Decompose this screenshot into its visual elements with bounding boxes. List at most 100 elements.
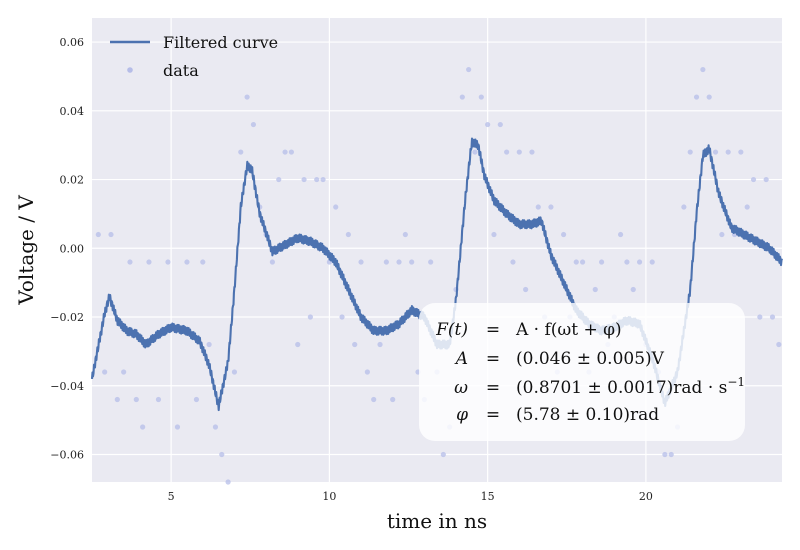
data-point <box>744 204 750 210</box>
data-point <box>184 259 190 265</box>
data-point <box>630 286 636 293</box>
y-tick-label: 0.00 <box>60 242 85 255</box>
fit-result-background <box>419 303 745 441</box>
data-point <box>725 149 731 155</box>
data-point <box>706 94 712 100</box>
data-point <box>617 231 624 238</box>
data-point <box>561 231 567 238</box>
fit-rhs: (0.046 ± 0.005)V <box>516 349 665 369</box>
data-point <box>649 259 655 265</box>
data-point <box>282 149 288 155</box>
data-point <box>383 259 389 265</box>
data-point <box>174 424 181 430</box>
data-point <box>769 314 776 320</box>
data-point <box>146 259 152 265</box>
data-point <box>681 204 687 210</box>
data-point <box>497 121 503 128</box>
fit-lhs: F(t) <box>435 320 468 340</box>
legend-label-data: data <box>163 61 199 80</box>
x-tick-label: 15 <box>481 490 495 503</box>
y-tick-label: −0.06 <box>50 449 84 462</box>
data-point <box>466 66 472 73</box>
y-tick-label: 0.02 <box>60 174 85 187</box>
data-point <box>624 259 630 265</box>
y-tick-label: 0.04 <box>60 105 85 118</box>
fit-equals: = <box>486 349 500 369</box>
fit-rhs: A · f(ωt + φ) <box>515 320 622 340</box>
data-point <box>352 341 358 348</box>
data-point <box>314 176 320 183</box>
x-tick-label: 10 <box>322 490 336 503</box>
data-point <box>535 204 541 210</box>
data-point <box>140 424 146 430</box>
data-point <box>636 259 643 265</box>
legend-label-curve: Filtered curve <box>163 33 278 52</box>
data-point <box>548 204 554 210</box>
data-point <box>598 259 605 265</box>
y-tick-label: −0.02 <box>50 311 84 324</box>
data-point <box>133 396 139 403</box>
y-tick-label: 0.06 <box>60 36 85 49</box>
data-point <box>757 314 763 320</box>
fit-lhs: A <box>454 349 468 369</box>
data-point <box>238 149 244 155</box>
data-point <box>339 314 345 320</box>
data-point <box>459 94 465 100</box>
data-point <box>95 231 101 238</box>
data-point <box>377 341 383 348</box>
data-point <box>504 149 510 155</box>
data-point <box>358 259 364 265</box>
data-point <box>712 149 719 155</box>
data-point <box>193 396 200 403</box>
data-point <box>364 369 370 375</box>
data-point <box>409 259 415 265</box>
data-point <box>250 121 257 128</box>
data-point <box>301 176 307 183</box>
data-point <box>402 231 408 238</box>
data-point <box>102 369 108 375</box>
data-point <box>662 451 668 458</box>
fit-equals: = <box>486 320 500 340</box>
fit-lhs: φ <box>456 405 468 425</box>
legend-dot-swatch <box>127 67 133 73</box>
data-point <box>288 149 295 155</box>
fit-result-box: F(t) = A · f(ωt + φ) A = (0.046 ± 0.005)V ω = (0… <box>419 303 745 441</box>
data-point <box>320 176 326 183</box>
data-point <box>529 149 535 155</box>
fit-rhs-exponent: −1 <box>727 375 745 389</box>
legend: Filtered curve data <box>110 33 278 80</box>
data-point <box>371 396 377 403</box>
fit-equals: = <box>486 405 500 425</box>
data-point <box>668 451 674 458</box>
data-point <box>776 341 782 348</box>
y-tick-label: −0.04 <box>50 380 84 393</box>
data-point <box>428 259 434 265</box>
fit-lhs: ω <box>454 378 468 398</box>
data-point <box>478 94 484 100</box>
data-point <box>155 396 162 403</box>
data-point <box>573 259 579 265</box>
fit-rhs: (5.78 ± 0.10)rad <box>516 405 659 425</box>
data-point <box>333 204 339 210</box>
data-point <box>390 396 396 403</box>
data-point <box>485 121 491 128</box>
data-point <box>516 149 522 155</box>
y-axis-ticks: −0.06 −0.04 −0.02 0.00 0.02 0.04 0.06 <box>50 36 84 461</box>
data-point <box>579 259 586 265</box>
x-axis-ticks: 5 10 15 20 <box>168 490 653 503</box>
data-point <box>269 259 276 265</box>
data-point <box>295 341 301 348</box>
data-point <box>345 231 351 238</box>
data-point <box>687 149 693 155</box>
data-point <box>491 231 497 238</box>
data-point <box>212 424 219 430</box>
data-point <box>763 176 769 183</box>
data-point <box>276 176 282 183</box>
data-point <box>472 149 478 155</box>
fit-equals: = <box>486 378 500 398</box>
data-point <box>244 94 250 100</box>
data-point <box>121 369 127 375</box>
data-point <box>225 479 231 485</box>
data-point <box>200 259 206 265</box>
